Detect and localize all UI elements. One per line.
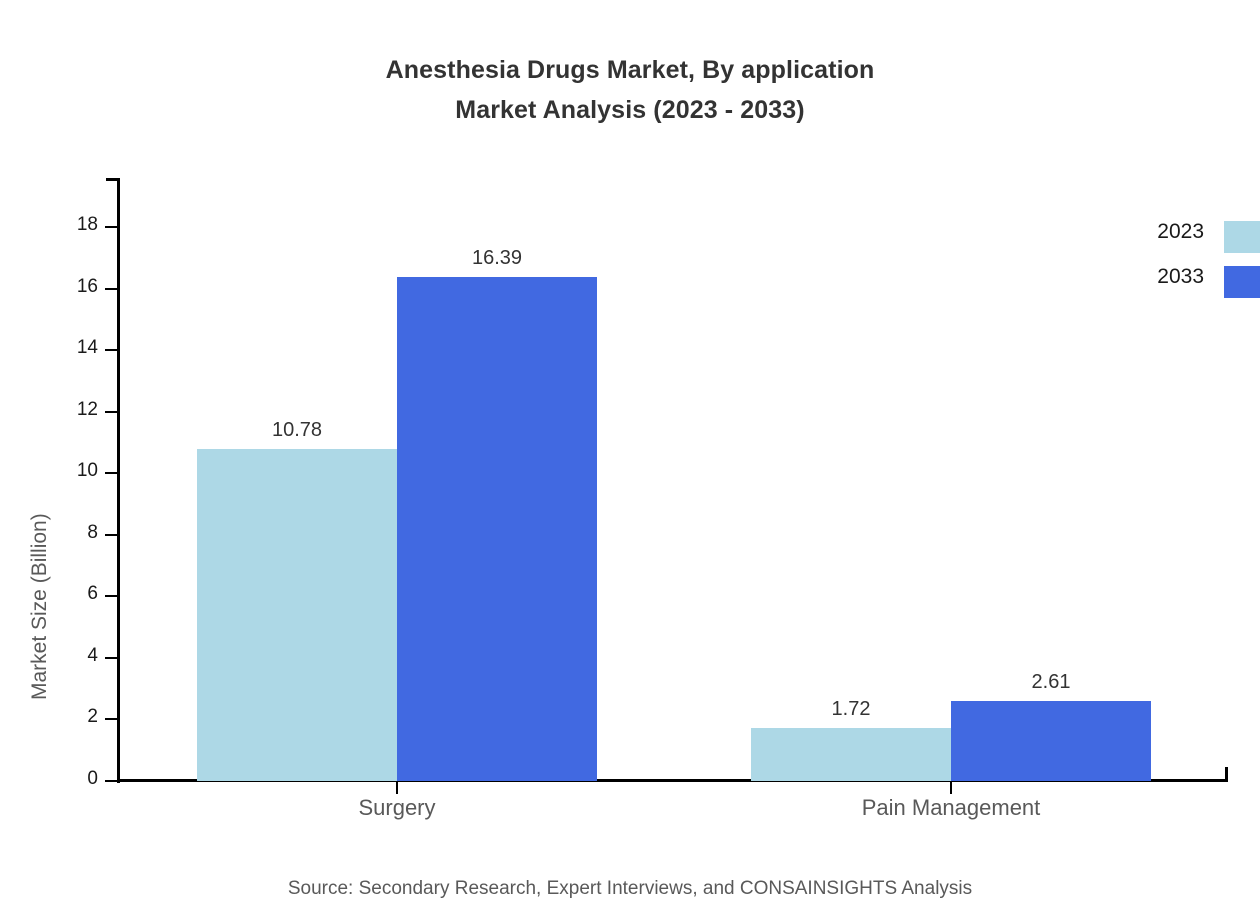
y-axis-tick-mark xyxy=(105,349,120,352)
y-axis-tick-mark xyxy=(105,656,120,659)
y-axis-tick-mark xyxy=(105,226,120,229)
y-axis-title: Market Size (Billion) xyxy=(28,513,51,700)
chart-title-line-2: Market Analysis (2023 - 2033) xyxy=(455,96,805,124)
y-axis-tick-label: 4 xyxy=(87,644,98,666)
x-axis-spine xyxy=(120,779,1228,782)
bar-2023-pain-management[interactable]: 1.72 xyxy=(751,698,951,781)
y-axis-tick-label: 12 xyxy=(76,398,98,420)
legend-color-swatch xyxy=(1224,221,1260,253)
legend-color-swatch xyxy=(1224,266,1260,298)
bar-2033-pain-management[interactable]: 2.61 xyxy=(951,671,1151,781)
y-axis-tick-mark xyxy=(105,780,120,782)
y-axis-tick-mark xyxy=(105,410,120,413)
y-axis-tick-label: 16 xyxy=(76,275,98,297)
y-axis-tick-label: 8 xyxy=(87,521,98,543)
x-axis-tick-label: Surgery xyxy=(358,795,436,820)
source-note: Source: Secondary Research, Expert Inter… xyxy=(287,878,973,899)
chart-title: Anesthesia Drugs Market, By application … xyxy=(0,50,1260,130)
y-axis-tick-label: 6 xyxy=(87,583,98,605)
legend-item-label: 2023 xyxy=(1157,220,1204,243)
y-axis-tick-label: 2 xyxy=(87,706,98,728)
y-axis-tick-label: 0 xyxy=(87,768,98,789)
y-axis-tick-mark xyxy=(105,287,120,290)
y-axis-tick-mark xyxy=(105,718,120,721)
legend-item-2033[interactable]: 2033 xyxy=(1100,261,1260,306)
plot-area: 10.78 1.72 16.39 2.61 xyxy=(120,178,1228,781)
y-axis-tick-label: 18 xyxy=(76,214,98,236)
bar-value-label: 1.72 xyxy=(831,698,871,721)
y-axis-tick-label: 10 xyxy=(76,460,98,482)
y-axis-tick-mark xyxy=(105,533,120,536)
x-axis-tick-label: Pain Management xyxy=(861,795,1041,820)
bar-2033-surgery[interactable]: 16.39 xyxy=(397,247,597,781)
chart-legend: 2023 2033 xyxy=(1100,216,1260,306)
y-axis-tick-label: 14 xyxy=(76,337,98,359)
legend-item-2023[interactable]: 2023 xyxy=(1100,216,1260,261)
x-axis-tick-mark xyxy=(396,782,398,794)
bar-2023-surgery[interactable]: 10.78 xyxy=(197,419,397,781)
legend-item-label: 2033 xyxy=(1157,265,1204,288)
bar-value-label: 2.61 xyxy=(1031,670,1071,693)
y-axis-tick-mark xyxy=(105,472,120,475)
y-axis-tick-mark xyxy=(105,595,120,598)
y-axis-top-cap xyxy=(106,178,120,181)
x-axis-tick-mark xyxy=(950,782,952,794)
bar-value-label: 10.78 xyxy=(271,419,323,442)
x-axis-right-cap xyxy=(1225,767,1228,782)
y-axis-spine xyxy=(117,178,120,783)
bar-value-label: 16.39 xyxy=(471,246,523,269)
chart-title-line-1: Anesthesia Drugs Market, By application xyxy=(385,56,875,84)
